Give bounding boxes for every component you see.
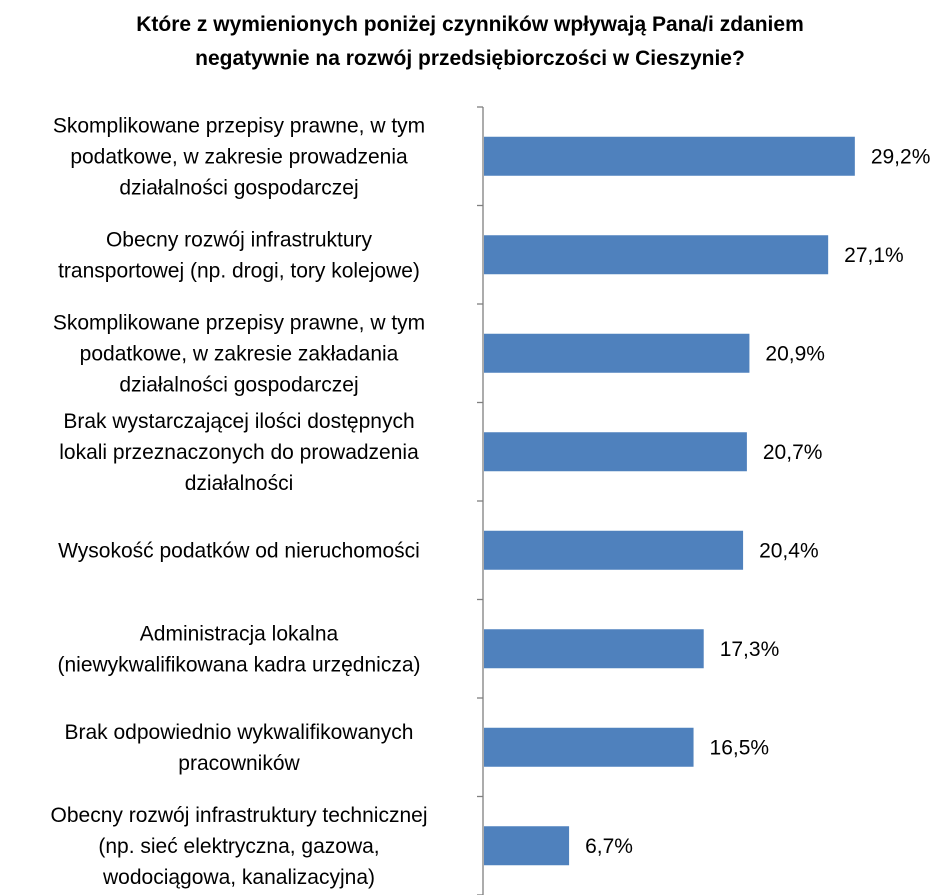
value-label: 27,1%: [844, 244, 904, 267]
bar: [484, 629, 704, 669]
bar: [484, 235, 829, 275]
category-label: działalności gospodarczej: [119, 176, 358, 199]
category-label: Skomplikowane przepisy prawne, w tym: [53, 114, 425, 137]
category-label: (np. sieć elektryczna, gazowa,: [98, 835, 379, 858]
category-label: Brak odpowiednio wykwalifikowanych: [64, 721, 413, 744]
category-label: Obecny rozwój infrastruktury technicznej: [51, 804, 428, 827]
value-label: 20,7%: [763, 441, 823, 464]
category-label: pracowników: [178, 752, 300, 775]
value-label: 20,4%: [759, 539, 819, 562]
category-label: Skomplikowane przepisy prawne, w tym: [53, 311, 425, 334]
value-label: 6,7%: [585, 835, 633, 858]
category-label: działalności: [185, 472, 294, 495]
chart-title-line-2: negatywnie na rozwój przedsiębiorczości …: [195, 47, 745, 70]
value-label: 16,5%: [710, 736, 770, 759]
category-label: podatkowe, w zakresie prowadzenia: [70, 145, 408, 168]
bar: [484, 136, 855, 176]
category-label: wodociągowa, kanalizacyjna): [102, 866, 375, 889]
category-label: (niewykwalifikowana kadra urzędnicza): [58, 653, 421, 676]
category-label: Obecny rozwój infrastruktury: [106, 228, 373, 251]
category-label: lokali przeznaczonych do prowadzenia: [59, 441, 419, 464]
category-label: Brak wystarczającej ilości dostępnych: [63, 410, 414, 433]
bar: [484, 727, 694, 767]
category-label: Wysokość podatków od nieruchomości: [58, 539, 420, 562]
value-label: 29,2%: [871, 145, 931, 168]
category-label: działalności gospodarczej: [119, 373, 358, 396]
bar: [484, 826, 570, 866]
category-label: podatkowe, w zakresie zakładania: [80, 342, 399, 365]
value-label: 20,9%: [765, 342, 825, 365]
bar: [484, 530, 744, 570]
plot-area: 29,2% Skomplikowane przepisy prawne, w ty…: [51, 106, 931, 895]
chart-title-line-1: Które z wymienionych poniżej czynników w…: [136, 13, 804, 36]
bar: [484, 333, 750, 373]
value-label: 17,3%: [720, 638, 780, 661]
bar: [484, 432, 747, 472]
category-label: transportowej (np. drogi, tory kolejowe): [58, 259, 420, 282]
category-label: Administracja lokalna: [140, 622, 339, 645]
